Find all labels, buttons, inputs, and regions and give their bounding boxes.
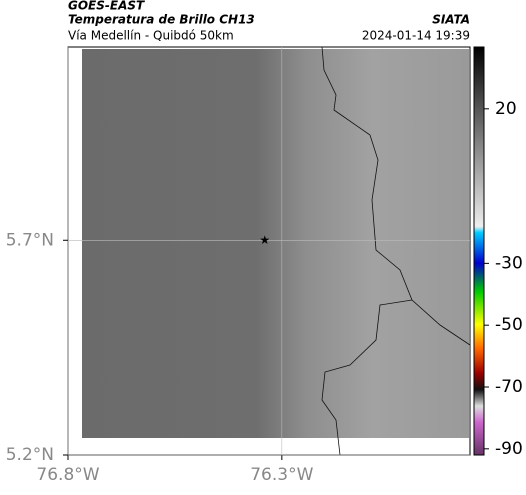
title: GOES-EAST — [68, 0, 145, 13]
x-tick-label: 76.3°W — [250, 465, 313, 485]
colorbar-tick-label: -90 — [495, 439, 523, 459]
colorbar-tick-label: 20 — [495, 99, 517, 119]
satellite-image — [82, 49, 469, 438]
y-tick-label: 5.2°N — [6, 445, 54, 465]
location-marker: ★ — [259, 233, 270, 247]
timestamp: 2024-01-14 19:39 — [362, 29, 470, 43]
colorbar — [473, 46, 485, 456]
subtitle: Temperatura de Brillo CH13 — [68, 13, 255, 27]
border-line — [321, 46, 471, 456]
colorbar-tick-label: -50 — [495, 315, 523, 335]
source: SIATA — [432, 13, 470, 27]
dynamic-layer: 76.8°W 76.3°W 5.7°N 5.2°N ★ 20 -30 -50 -70 -90 — [6, 47, 523, 485]
region: Vía Medellín - Quibdó 50km — [68, 29, 234, 43]
y-tick-label: 5.7°N — [6, 230, 54, 250]
colorbar-tick-label: -30 — [495, 253, 523, 273]
colorbar-tick-label: -70 — [495, 377, 523, 397]
x-tick-label: 76.8°W — [36, 465, 99, 485]
